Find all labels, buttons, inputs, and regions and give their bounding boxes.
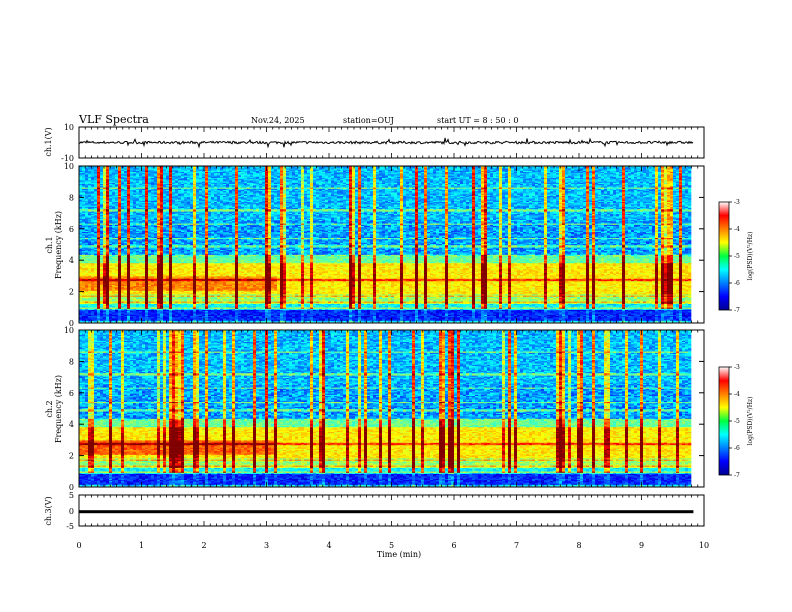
spectrogram-cell [94,321,97,323]
ch1-waveform-ylabel: ch.1(V) [44,127,53,156]
vlf-spectra-figure: VLF Spectra Nov.24, 2025 station=OUJ sta… [0,0,792,612]
spectrogram-cell [88,321,91,323]
figure-title: VLF Spectra [78,113,149,126]
ch1-spectrogram-image [79,166,691,322]
ch1-ytick-top: 10 [64,123,74,132]
start-time-label: start UT = 8 : 50 : 0 [437,116,518,125]
date-label: Nov.24, 2025 [251,116,305,125]
spectrogram-cell [82,321,85,323]
station-label: station=OUJ [343,116,394,125]
panel-ch1-waveform: 10 -10 ch.1(V) [44,123,704,163]
